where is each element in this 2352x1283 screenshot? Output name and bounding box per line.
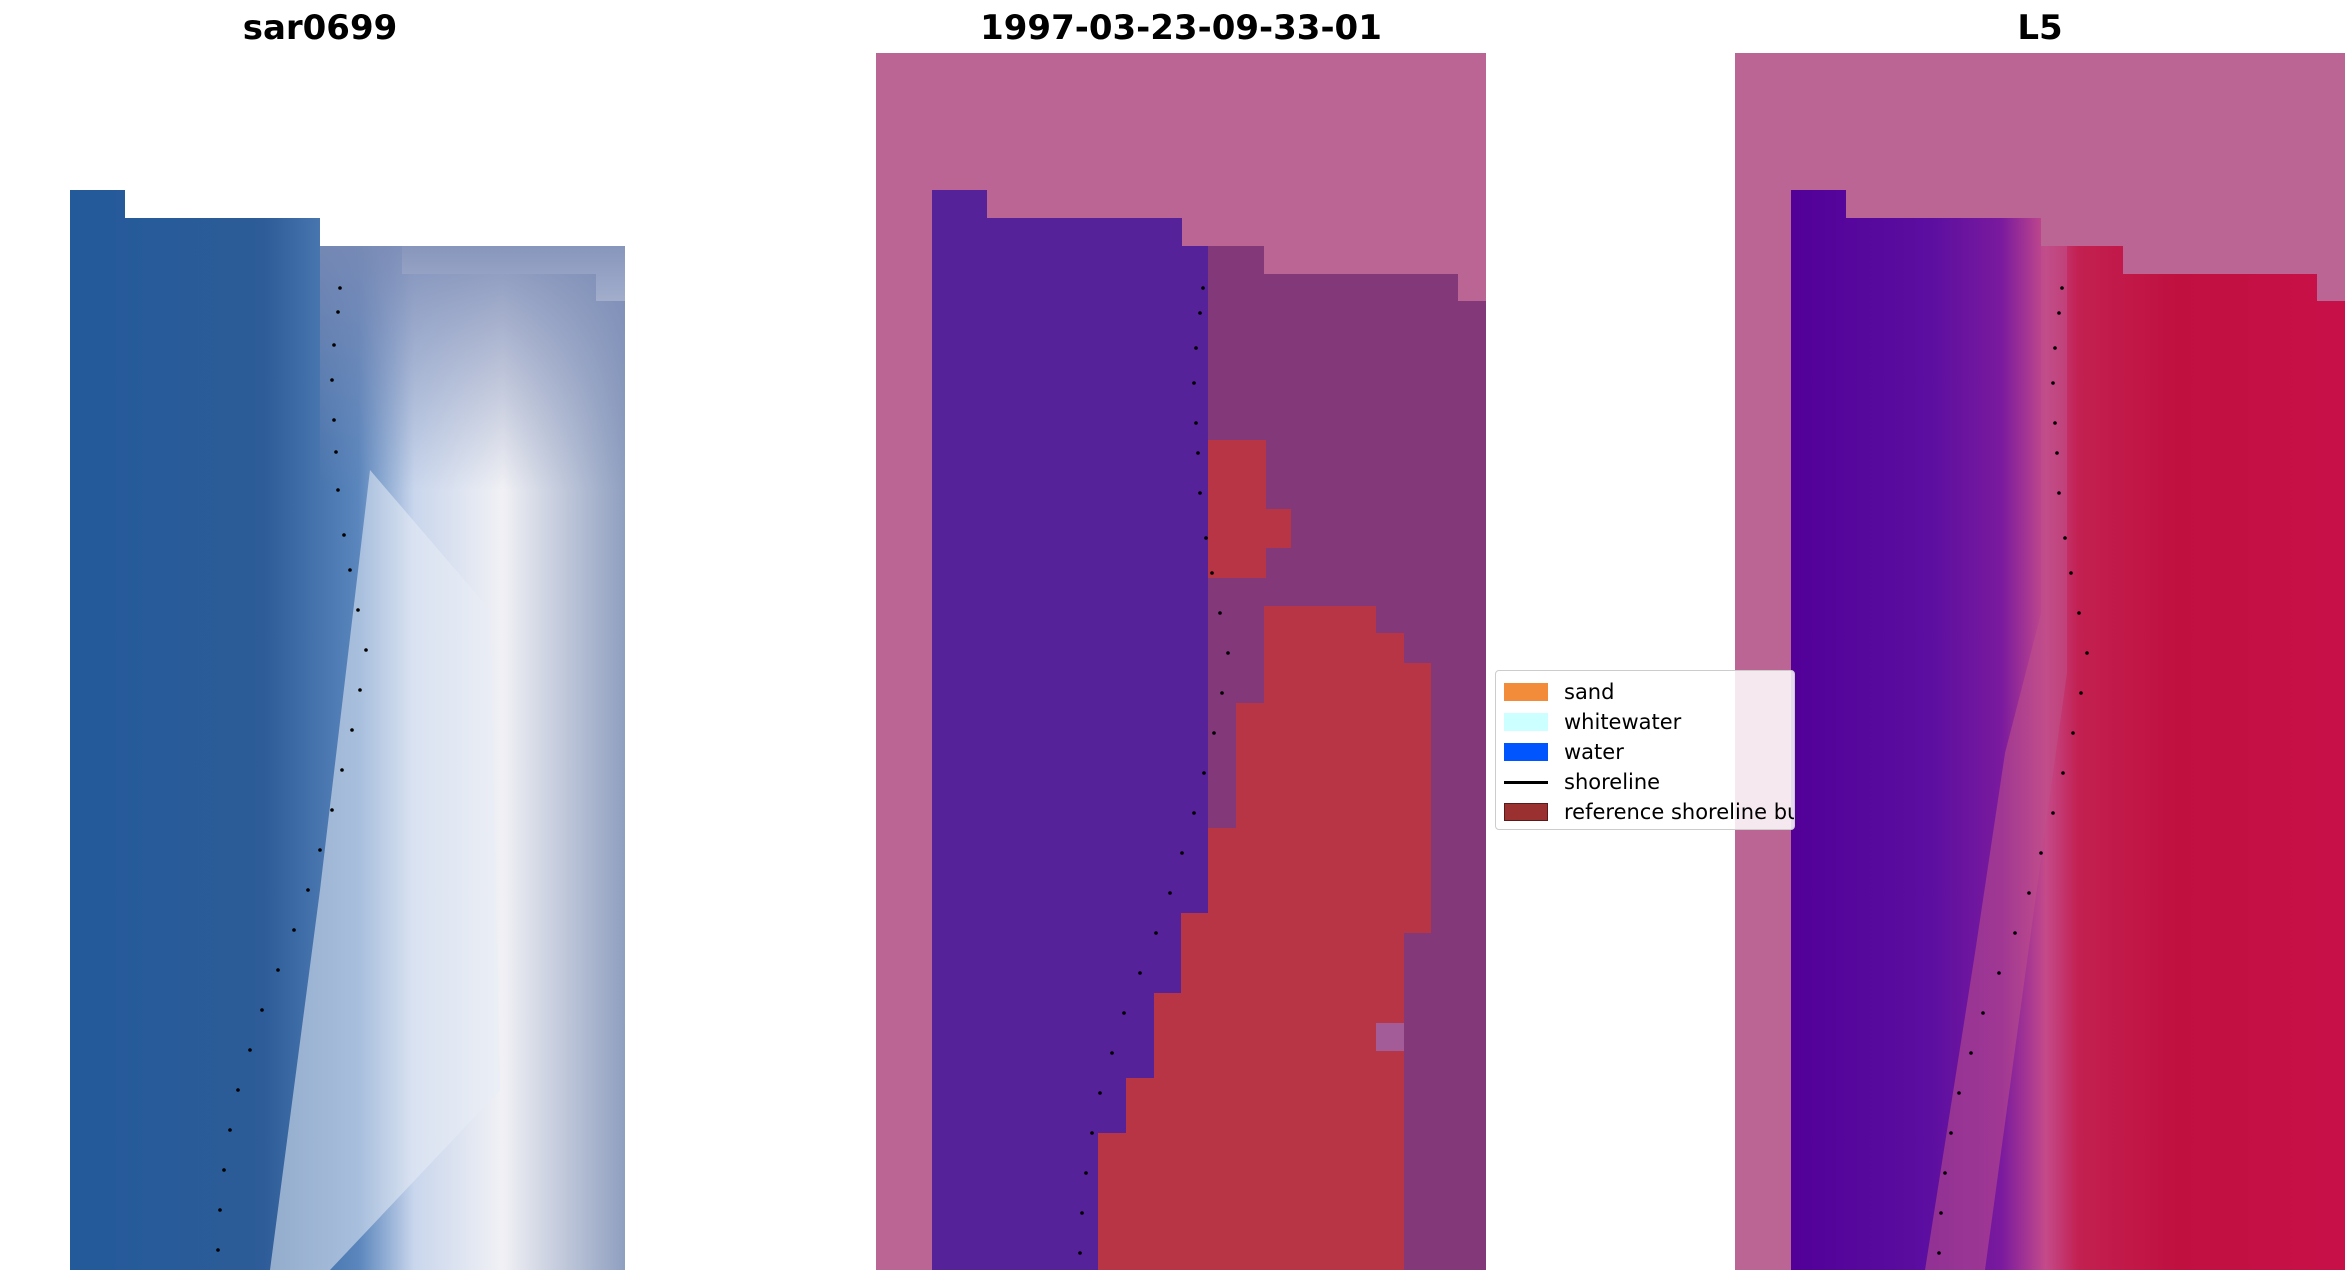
legend-item-shoreline: shoreline (1504, 769, 1660, 795)
shoreline (1937, 286, 2089, 1255)
index-panel (1735, 53, 2345, 1270)
panel-title-rgb: sar0699 (242, 8, 398, 48)
whitewater-swatch (1504, 713, 1548, 731)
legend-label-water: water (1564, 740, 1624, 764)
rgb-image-panel (70, 190, 625, 1270)
legend-label-reference-buffer: reference shoreline buffer (1564, 800, 1794, 824)
legend-item-whitewater: whitewater (1504, 709, 1681, 735)
reference-buffer-swatch (1504, 803, 1548, 821)
shoreline (216, 286, 368, 1252)
legend-label-whitewater: whitewater (1564, 710, 1682, 734)
sand-swatch (1504, 683, 1548, 701)
classification-panel (876, 53, 1486, 1270)
shoreline (1078, 286, 1230, 1255)
rgb-image (70, 190, 625, 1270)
legend-item-sand: sand (1504, 679, 1614, 705)
shoreline-line-swatch (1504, 780, 1548, 784)
panel-title-classification: 1997-03-23-09-33-01 (980, 8, 1382, 48)
classification-image (876, 53, 1486, 1270)
legend-label-sand: sand (1564, 680, 1615, 704)
legend-item-reference-buffer: reference shoreline buffer (1504, 799, 1794, 825)
water-swatch (1504, 743, 1548, 761)
legend: sand whitewater water shoreline referenc… (1495, 670, 1795, 830)
index-image (1735, 53, 2345, 1270)
panel-title-index: L5 (2017, 8, 2063, 48)
legend-item-water: water (1504, 739, 1624, 765)
legend-label-shoreline: shoreline (1564, 770, 1661, 794)
